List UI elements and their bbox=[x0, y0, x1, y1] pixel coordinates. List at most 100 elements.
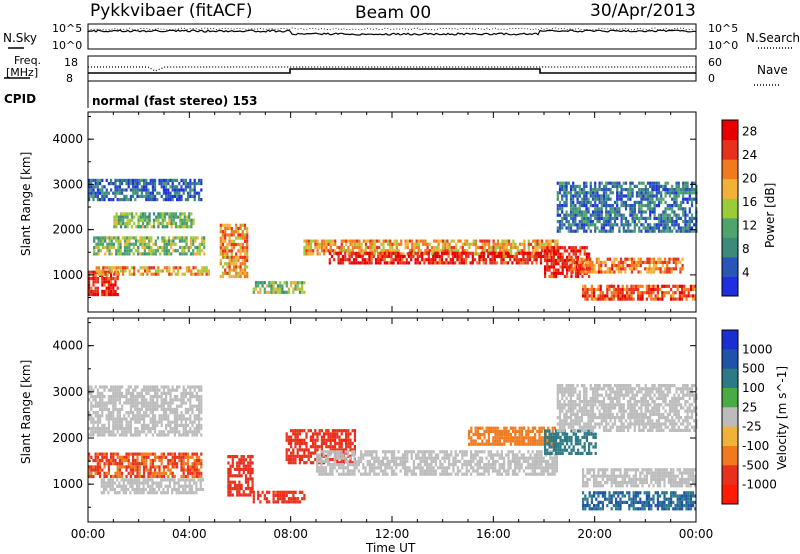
data-cell bbox=[547, 239, 550, 243]
data-cell bbox=[426, 456, 429, 460]
data-cell bbox=[109, 481, 112, 485]
data-cell bbox=[182, 487, 185, 492]
data-cell bbox=[628, 291, 631, 295]
data-cell bbox=[146, 215, 149, 219]
data-cell bbox=[574, 191, 577, 195]
data-cell bbox=[380, 242, 383, 246]
data-cell bbox=[130, 215, 134, 219]
data-cell bbox=[620, 223, 623, 227]
data-cell bbox=[642, 223, 645, 227]
data-cell bbox=[572, 216, 575, 220]
data-cell bbox=[228, 262, 231, 266]
data-cell bbox=[382, 456, 385, 460]
data-cell bbox=[185, 242, 188, 246]
data-cell bbox=[561, 197, 564, 201]
data-cell bbox=[103, 283, 106, 287]
data-cell bbox=[428, 456, 431, 460]
data-cell bbox=[346, 258, 349, 262]
data-cell bbox=[638, 188, 641, 192]
data-cell bbox=[318, 252, 321, 256]
data-cell bbox=[692, 284, 695, 288]
data-cell bbox=[504, 251, 507, 255]
data-cell bbox=[247, 471, 250, 475]
data-cell bbox=[294, 490, 297, 494]
data-cell bbox=[200, 242, 204, 246]
data-cell bbox=[134, 249, 138, 253]
data-cell bbox=[558, 229, 562, 233]
data-cell bbox=[574, 249, 577, 253]
data-cell bbox=[237, 274, 240, 279]
data-cell bbox=[375, 472, 378, 476]
data-cell bbox=[129, 430, 132, 434]
data-cell bbox=[163, 266, 166, 270]
data-cell bbox=[90, 420, 93, 424]
data-cell bbox=[396, 261, 400, 265]
data-cell bbox=[176, 198, 179, 202]
data-cell bbox=[428, 463, 431, 467]
data-cell bbox=[635, 223, 639, 227]
data-cell bbox=[102, 272, 105, 276]
data-cell bbox=[160, 395, 163, 399]
data-cell bbox=[118, 458, 121, 463]
data-cell bbox=[90, 289, 93, 293]
data-cell bbox=[382, 249, 385, 253]
data-cell bbox=[427, 251, 430, 255]
data-cell bbox=[95, 269, 98, 273]
data-cell bbox=[193, 395, 196, 399]
data-cell bbox=[305, 432, 308, 436]
data-cell bbox=[677, 216, 680, 220]
data-cell bbox=[465, 254, 468, 259]
data-cell bbox=[568, 252, 571, 256]
data-cell bbox=[145, 433, 148, 437]
data-cell bbox=[579, 252, 582, 256]
data-cell bbox=[231, 474, 234, 478]
data-cell bbox=[360, 242, 363, 246]
data-cell bbox=[631, 229, 634, 233]
data-cell bbox=[520, 258, 523, 262]
data-cell bbox=[285, 281, 288, 285]
data-cell bbox=[90, 430, 93, 434]
data-cell bbox=[189, 245, 193, 250]
data-cell bbox=[491, 254, 494, 259]
data-cell bbox=[585, 210, 588, 214]
data-cell bbox=[535, 251, 538, 255]
data-cell bbox=[666, 264, 669, 268]
data-cell bbox=[666, 216, 669, 220]
data-cell bbox=[653, 213, 656, 217]
data-cell bbox=[346, 472, 349, 476]
data-cell bbox=[233, 455, 237, 459]
data-cell bbox=[165, 239, 168, 243]
data-cell bbox=[107, 427, 110, 431]
data-cell bbox=[134, 433, 137, 437]
data-cell bbox=[166, 478, 169, 482]
data-cell bbox=[347, 441, 350, 446]
data-cell bbox=[151, 465, 154, 469]
data-cell bbox=[500, 261, 503, 265]
data-cell bbox=[400, 242, 403, 246]
data-cell bbox=[650, 294, 653, 298]
data-cell bbox=[112, 283, 115, 287]
data-cell bbox=[169, 198, 172, 202]
data-cell bbox=[605, 229, 608, 233]
data-cell bbox=[449, 258, 452, 262]
data-cell bbox=[112, 452, 115, 456]
data-cell bbox=[586, 264, 590, 268]
data-cell bbox=[140, 427, 143, 431]
data-cell bbox=[570, 249, 573, 253]
data-cell bbox=[501, 242, 504, 246]
data-cell bbox=[121, 236, 124, 240]
data-cell bbox=[143, 411, 146, 415]
data-cell bbox=[604, 294, 607, 298]
data-cell bbox=[167, 249, 171, 253]
data-cell bbox=[605, 184, 608, 188]
data-cell bbox=[285, 448, 288, 452]
data-cell bbox=[94, 185, 97, 189]
data-cell bbox=[99, 198, 102, 202]
data-cell bbox=[189, 471, 192, 475]
data-cell bbox=[140, 455, 143, 459]
data-cell bbox=[671, 188, 674, 192]
data-cell bbox=[103, 423, 106, 427]
data-cell bbox=[148, 242, 151, 246]
data-cell bbox=[116, 474, 119, 479]
data-cell bbox=[132, 178, 135, 182]
